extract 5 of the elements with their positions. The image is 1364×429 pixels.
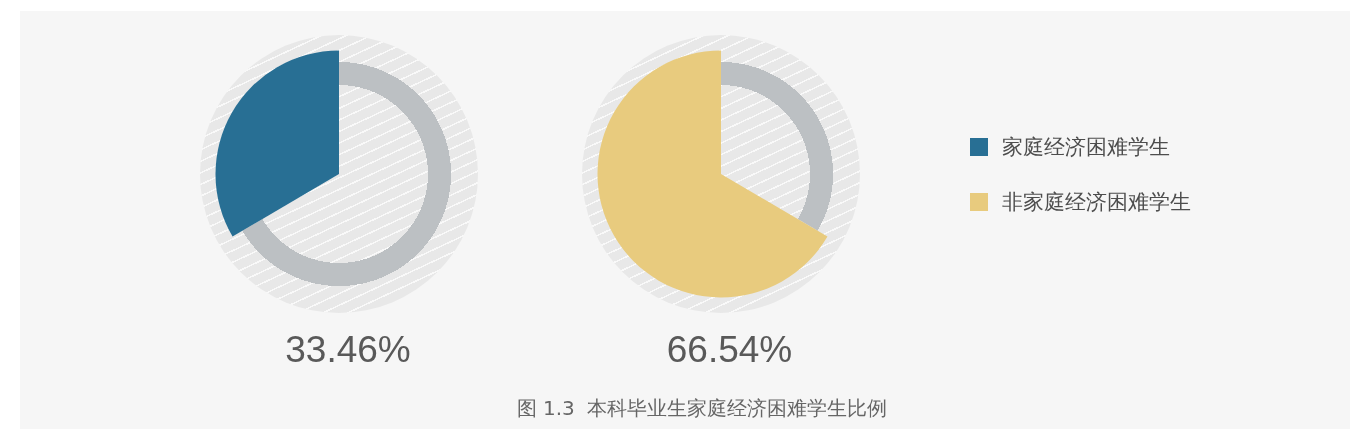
legend-label: 非家庭经济困难学生 [1002,189,1191,214]
text: 33.46% [285,329,411,370]
legend-label: 家庭经济困难学生 [1002,134,1170,159]
text: 66.54% [666,329,793,370]
caption: 图 1.3 本科毕业生家庭经济困难学生比例 [516,396,888,420]
